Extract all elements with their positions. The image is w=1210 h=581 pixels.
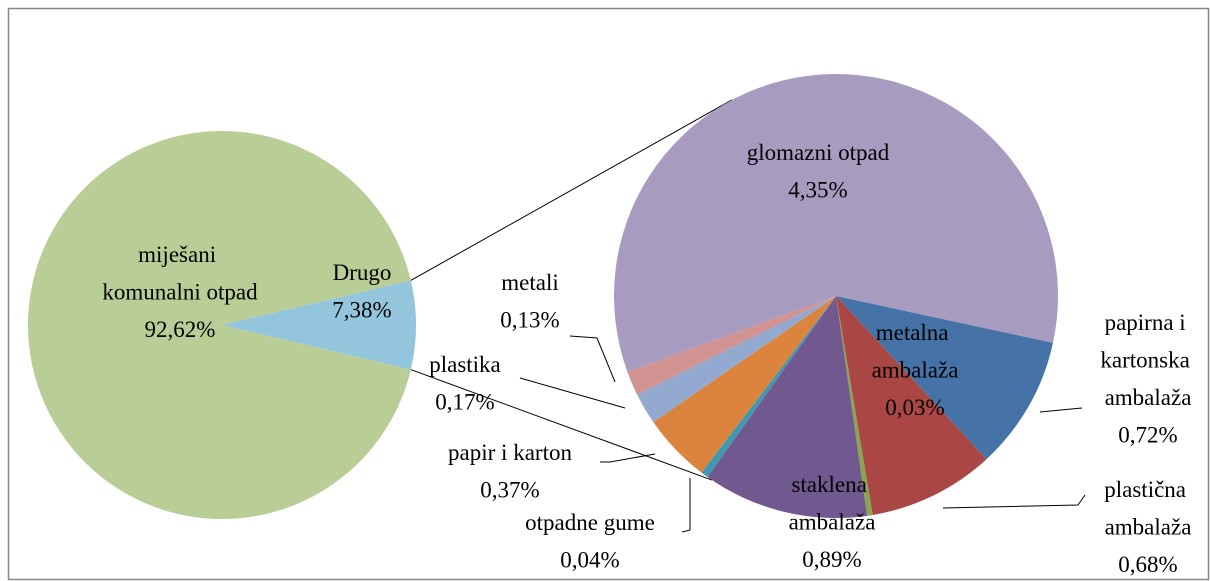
connectors [410, 99, 733, 481]
value-label: 0,89% [802, 547, 861, 572]
value-label: 0,37% [480, 478, 539, 503]
label-line: plastika [429, 352, 501, 377]
leader-line [569, 335, 616, 383]
label-line: kartonska [1100, 348, 1195, 373]
pie-slice [614, 74, 1058, 372]
label-line: ambalaža [1105, 515, 1192, 540]
pie-slice [707, 296, 868, 518]
connector-line [410, 99, 733, 281]
leader-line [1039, 407, 1083, 413]
slice-label: plastika [429, 352, 501, 377]
label-line: komunalni otpad [102, 280, 258, 305]
pie-slice [836, 296, 873, 516]
label-line: Drugo [333, 260, 392, 285]
slice-label: miješani komunalni otpad [102, 242, 258, 305]
value-label: 7,38% [332, 298, 391, 323]
label-line: ambalaža [789, 510, 876, 535]
value-label: 0,68% [1118, 552, 1177, 577]
pie-slice [701, 296, 836, 478]
slice-label: papir i karton [448, 440, 572, 465]
label-line: glomazni otpad [747, 140, 890, 165]
connector-line [410, 369, 713, 481]
pie-slice [836, 296, 1053, 460]
label-line: otpadne gume [525, 510, 655, 535]
label-line: miješani [138, 242, 222, 267]
label-line: metali [501, 270, 558, 295]
pie-slice [222, 280, 416, 370]
leaders [519, 335, 1086, 533]
label-line: ambalaža [872, 358, 959, 383]
label-line: metalna [876, 320, 955, 345]
slice-label: metali [501, 270, 558, 295]
labels: miješani komunalni otpad 92,62% Drugo 7,38%… [102, 140, 1195, 577]
value-label: 0,04% [560, 548, 619, 573]
value-label: 0,03% [885, 395, 944, 420]
label-line: plastična [1104, 477, 1192, 502]
label-line: papir i karton [448, 440, 572, 465]
slice-label: metalna ambalaža [872, 320, 959, 383]
pie-slice [27, 130, 411, 519]
label-line: papirna i [1105, 310, 1192, 335]
label-line: staklena [791, 472, 872, 497]
value-label: 0,13% [500, 308, 559, 333]
leader-line [519, 377, 626, 409]
pie-slice [653, 296, 836, 473]
value-label: 92,62% [145, 317, 216, 342]
label-line: ambalaža [1105, 385, 1192, 410]
leader-line [600, 453, 656, 463]
value-label: 4,35% [788, 178, 847, 203]
value-label: 0,17% [435, 390, 494, 415]
slice-label: glomazni otpad [747, 140, 890, 165]
value-label: 0,72% [1118, 423, 1177, 448]
slice-label: otpadne gume [525, 510, 655, 535]
pie-slice [836, 296, 987, 515]
slice-label: Drugo [333, 260, 392, 285]
slice-label: staklena ambalaža [789, 472, 876, 535]
leader-line [681, 478, 691, 533]
pie-slice [637, 296, 836, 423]
slice-label: papirna i kartonska ambalaža [1100, 310, 1195, 410]
leader-line [942, 494, 1086, 509]
slices [27, 74, 1058, 519]
slice-label: plastična ambalaža [1104, 477, 1192, 540]
pie-slice [627, 296, 836, 395]
